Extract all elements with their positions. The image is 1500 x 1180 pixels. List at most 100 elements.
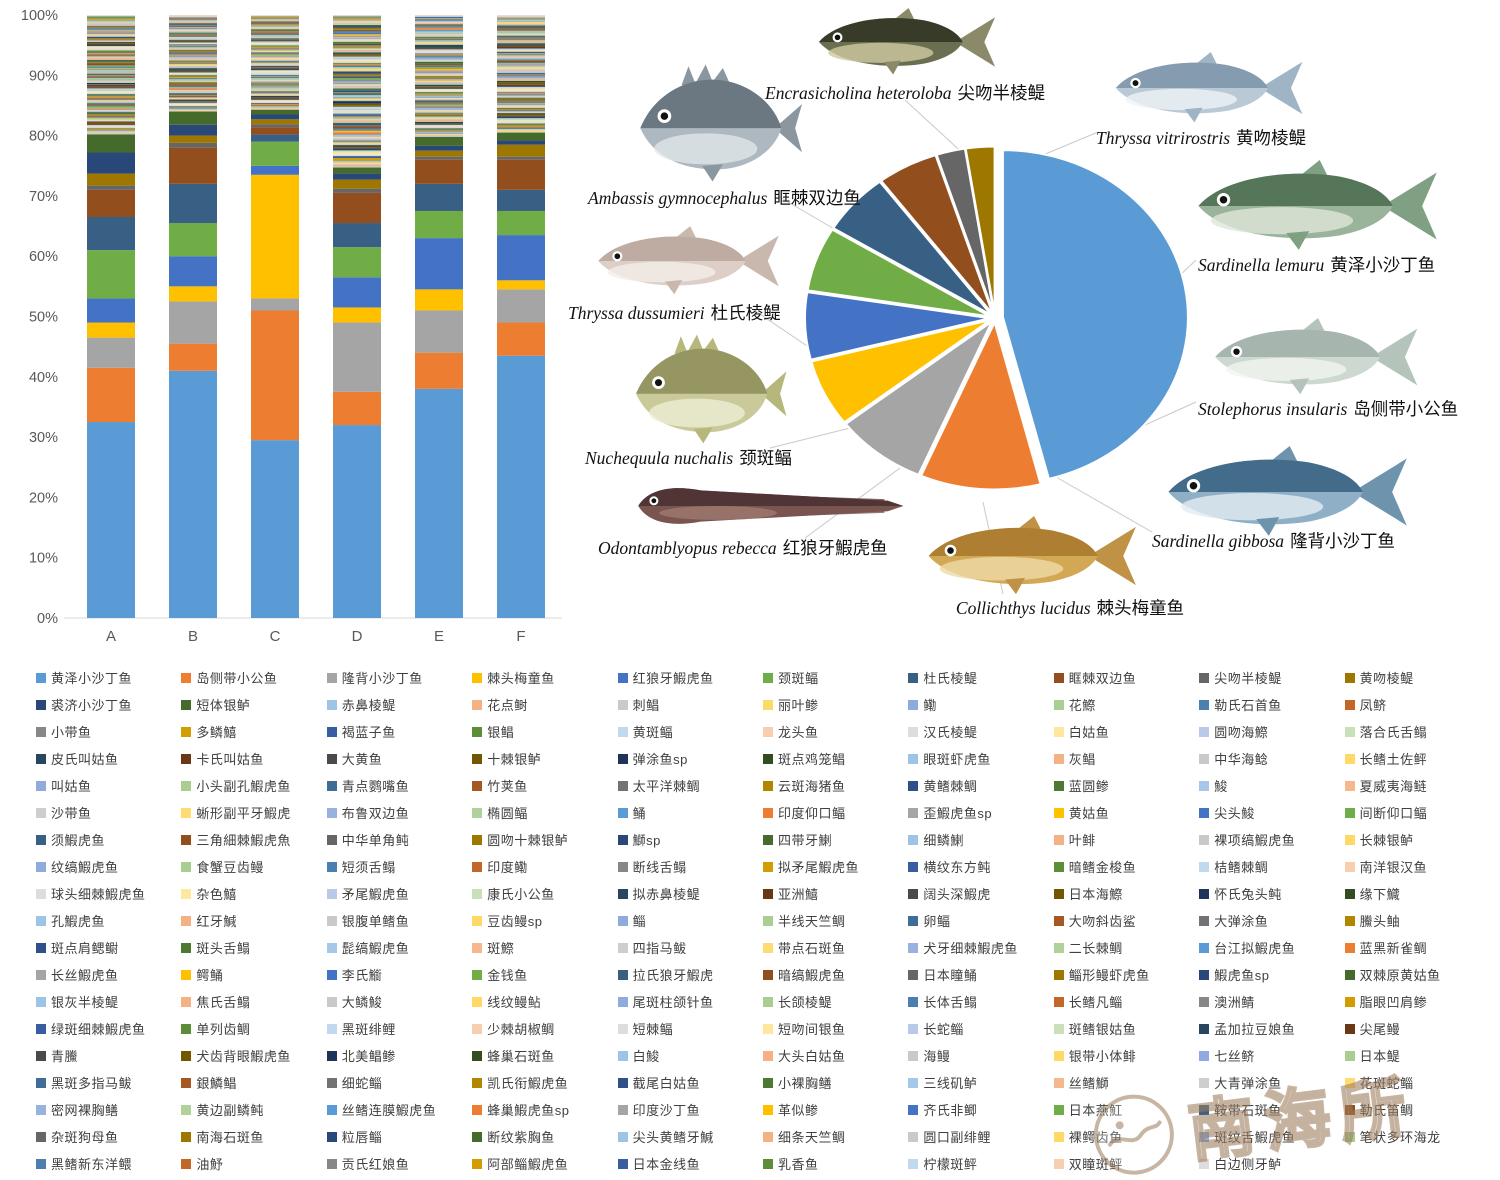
bar-segment bbox=[415, 87, 463, 89]
legend-item: 拟赤鼻棱鳀 bbox=[617, 884, 763, 903]
legend-color-swatch bbox=[908, 969, 919, 980]
legend-item: 凤鲚 bbox=[1344, 695, 1490, 714]
bar-segment bbox=[169, 24, 217, 26]
bar-segment bbox=[415, 28, 463, 30]
legend-item: 眼斑虾虎鱼 bbox=[908, 749, 1053, 768]
legend-item: 三线矶鲈 bbox=[908, 1073, 1053, 1092]
x-axis-category-label: B bbox=[188, 628, 198, 645]
legend-item: 青鰧 bbox=[36, 1046, 181, 1065]
legend-color-swatch bbox=[181, 996, 192, 1007]
fish-image bbox=[638, 488, 904, 524]
bar-segment bbox=[415, 70, 463, 72]
bar-segment bbox=[415, 66, 463, 68]
legend-item: 三角細棘鰕虎魚 bbox=[181, 830, 326, 849]
bar-segment bbox=[333, 145, 381, 146]
bar-segment bbox=[497, 20, 545, 22]
x-axis-category-label: A bbox=[106, 628, 116, 645]
legend-color-swatch bbox=[326, 1104, 337, 1115]
bar-segment bbox=[497, 55, 545, 57]
fish-photo-眶棘双边鱼 bbox=[630, 62, 802, 184]
bar-segment bbox=[333, 37, 381, 40]
legend-color-swatch bbox=[1344, 1023, 1355, 1034]
bar-segment bbox=[415, 116, 463, 118]
fish-photo-颈斑鲾 bbox=[614, 333, 799, 445]
species-latin-name: Stolephorus insularis bbox=[1198, 399, 1348, 419]
legend-species-label: 革似鲹 bbox=[777, 1103, 819, 1118]
bar-segment bbox=[415, 102, 463, 104]
legend-color-swatch bbox=[1344, 834, 1355, 845]
stacked-bar-chart-panel: 0% 10% 20% 30% 40% 50% 60% 70% 80% 90% 100% A B C D E F bbox=[0, 0, 575, 655]
bar-segment bbox=[415, 136, 463, 137]
legend-species-label: 杜氏棱鳀 bbox=[923, 671, 978, 686]
legend-item: 拟矛尾鰕虎鱼 bbox=[762, 857, 908, 876]
bar-segment bbox=[497, 48, 545, 50]
species-chinese-name: 尖吻半棱鳀 bbox=[957, 83, 1045, 103]
bar-segment bbox=[87, 81, 135, 83]
legend-species-label: 眼斑虾虎鱼 bbox=[923, 752, 991, 767]
legend-species-label: 绿斑细棘鰕虎鱼 bbox=[51, 1022, 146, 1037]
legend-color-swatch bbox=[617, 1077, 628, 1088]
legend-item: 康氏小公鱼 bbox=[472, 884, 617, 903]
bar-segment bbox=[251, 127, 299, 135]
legend-species-label: 黄泽小沙丁鱼 bbox=[51, 671, 133, 686]
legend-color-swatch bbox=[1344, 672, 1355, 683]
legend-item: 银鲳 bbox=[472, 722, 617, 741]
bar-segment bbox=[87, 34, 135, 36]
legend-item: 间断仰口鲾 bbox=[1344, 803, 1490, 822]
bar-segment bbox=[87, 185, 135, 190]
legend-item: 柠檬斑鲆 bbox=[908, 1154, 1053, 1173]
bar-segment bbox=[169, 108, 217, 110]
legend-species-label: 斑鳍银姑鱼 bbox=[1068, 1022, 1137, 1037]
bar-segment bbox=[333, 85, 381, 86]
bar-segment bbox=[415, 73, 463, 75]
bar-segment bbox=[169, 76, 217, 78]
legend-species-label: 大鳞鮻 bbox=[341, 995, 383, 1010]
bar-segment bbox=[415, 15, 463, 17]
y-axis-tick-label: 90% bbox=[29, 68, 58, 84]
bar-segment bbox=[87, 58, 135, 60]
legend-color-swatch bbox=[472, 861, 483, 872]
legend-item: 短吻间银鱼 bbox=[762, 1019, 908, 1038]
pie-callout-label: Nuchequula nuchalis 颈斑鲾 bbox=[585, 445, 885, 470]
legend-color-swatch bbox=[762, 1023, 773, 1034]
bar-segment bbox=[497, 68, 545, 71]
bar-segment bbox=[87, 36, 135, 39]
legend-color-swatch bbox=[908, 807, 919, 818]
bar-segment bbox=[415, 92, 463, 94]
bar-segment bbox=[497, 48, 545, 49]
legend-species-label: 皮氏叫姑鱼 bbox=[51, 752, 119, 767]
legend-item: 长棘银鲈 bbox=[1344, 830, 1490, 849]
legend-species-label: 长棘银鲈 bbox=[1359, 833, 1414, 848]
legend-item: 北美鲳鲹 bbox=[326, 1046, 472, 1065]
legend-species-label: 圆口副绯鲤 bbox=[923, 1130, 991, 1145]
bar-segment bbox=[415, 33, 463, 35]
pie-slice-颈斑鲾 bbox=[806, 228, 992, 318]
bar-segment bbox=[87, 422, 135, 618]
fish-image bbox=[818, 8, 996, 75]
fish-photo-黄吻棱鳀 bbox=[1100, 52, 1315, 124]
legend-color-swatch bbox=[1199, 861, 1210, 872]
bar-segment bbox=[87, 83, 135, 85]
bar-segment bbox=[251, 72, 299, 74]
bar-segment bbox=[333, 34, 381, 36]
bar-segment bbox=[333, 51, 381, 53]
bar-segment bbox=[497, 103, 545, 105]
bar-segment bbox=[87, 67, 135, 69]
fish-image bbox=[928, 516, 1136, 595]
bar-segment bbox=[251, 100, 299, 102]
legend-species-label: 细鳞鯻 bbox=[923, 833, 964, 848]
bar-segment bbox=[333, 68, 381, 71]
legend-color-swatch bbox=[1053, 780, 1064, 791]
legend-item: 红狼牙鰕虎鱼 bbox=[617, 668, 763, 687]
bar-segment bbox=[415, 50, 463, 52]
bar-segment bbox=[87, 60, 135, 62]
legend-item: 白边侧牙鲈 bbox=[1199, 1154, 1344, 1173]
legend-item: 云斑海猪鱼 bbox=[762, 776, 908, 795]
legend-item: 南洋银汉鱼 bbox=[1344, 857, 1490, 876]
legend-color-swatch bbox=[908, 942, 919, 953]
bar-segment bbox=[169, 69, 217, 71]
bar-segment bbox=[87, 250, 135, 299]
bar-segment bbox=[169, 49, 217, 51]
bar-segment bbox=[251, 119, 299, 125]
legend-item: 尾斑柱颌针鱼 bbox=[617, 992, 763, 1011]
